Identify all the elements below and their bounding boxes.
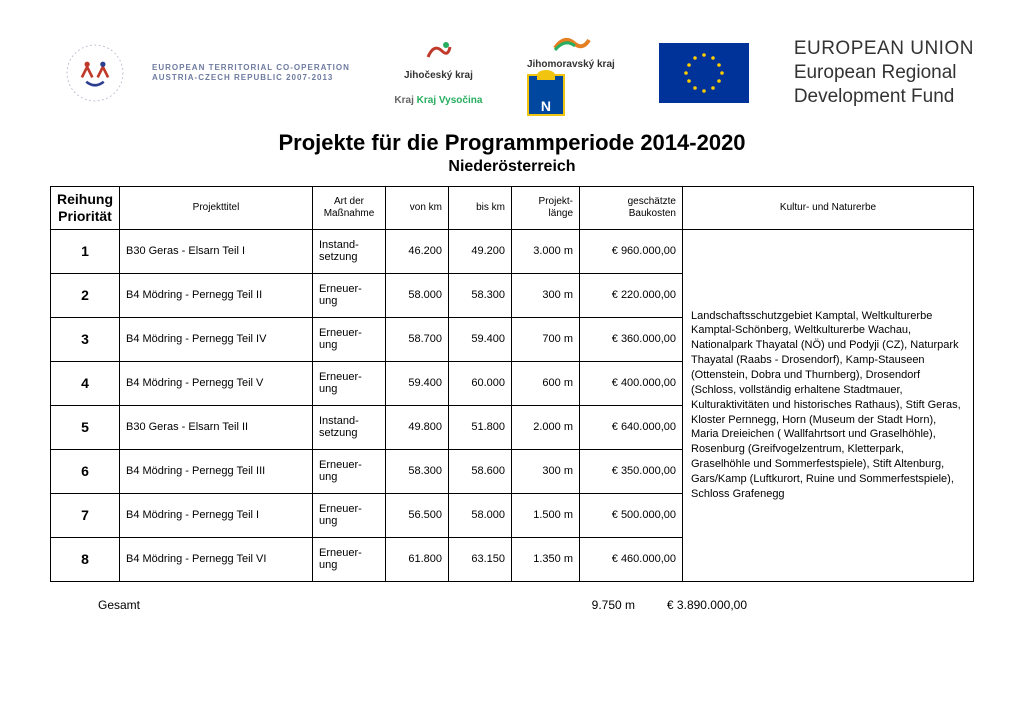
coop-logo-block: EUROPEAN TERRITORIAL CO-OPERATION AUSTRI… <box>50 38 350 108</box>
eu-text-block: EUROPEAN UNION European Regional Develop… <box>794 37 974 108</box>
table-header-row: Reihung Priorität Projekttitel Art der M… <box>51 187 974 230</box>
projects-table: Reihung Priorität Projekttitel Art der M… <box>50 186 974 582</box>
cell-art: Erneuer-ung <box>313 361 386 405</box>
cell-title: B30 Geras - Elsarn Teil I <box>120 229 313 273</box>
cell-bis: 58.000 <box>449 493 512 537</box>
cell-art: Erneuer-ung <box>313 493 386 537</box>
cell-title: B4 Mödring - Pernegg Teil IV <box>120 317 313 361</box>
cell-von: 58.300 <box>386 449 449 493</box>
header-logo-row: EUROPEAN TERRITORIAL CO-OPERATION AUSTRI… <box>50 30 974 116</box>
cell-len: 1.350 m <box>512 537 580 581</box>
cell-len: 3.000 m <box>512 229 580 273</box>
cell-title: B4 Mödring - Pernegg Teil VI <box>120 537 313 581</box>
cell-von: 58.700 <box>386 317 449 361</box>
cell-title: B4 Mödring - Pernegg Teil V <box>120 361 313 405</box>
vysocina-label: Kraj Kraj Vysočina <box>394 95 482 106</box>
jihomoravsky-label: Jihomoravský kraj <box>527 59 615 70</box>
totals-row: Gesamt 9.750 m € 3.890.000,00 <box>50 582 974 626</box>
totals-len: 9.750 m <box>514 582 641 626</box>
th-project: Projekttitel <box>120 187 313 230</box>
table-body: 1B30 Geras - Elsarn Teil IInstand-setzun… <box>51 229 974 581</box>
cell-cost: € 640.000,00 <box>580 405 683 449</box>
th-rank: Reihung Priorität <box>51 187 120 230</box>
cell-bis: 60.000 <box>449 361 512 405</box>
cell-cost: € 360.000,00 <box>580 317 683 361</box>
cell-art: Erneuer-ung <box>313 449 386 493</box>
cell-len: 300 m <box>512 449 580 493</box>
cell-cost: € 500.000,00 <box>580 493 683 537</box>
eu-line3: Development Fund <box>794 85 974 109</box>
cell-art: Erneuer-ung <box>313 273 386 317</box>
cell-bis: 51.800 <box>449 405 512 449</box>
cell-cost: € 350.000,00 <box>580 449 683 493</box>
cell-len: 2.000 m <box>512 405 580 449</box>
cell-von: 59.400 <box>386 361 449 405</box>
cell-title: B4 Mödring - Pernegg Teil II <box>120 273 313 317</box>
cell-bis: 59.400 <box>449 317 512 361</box>
totals-cost: € 3.890.000,00 <box>641 582 753 626</box>
cell-von: 46.200 <box>386 229 449 273</box>
coop-circle-logo-icon <box>50 38 140 108</box>
jihomoravsky-block: Jihomoravský kraj N <box>527 30 615 116</box>
cell-bis: 58.600 <box>449 449 512 493</box>
eu-line2: European Regional <box>794 61 974 85</box>
coop-text-line1: EUROPEAN TERRITORIAL CO-OPERATION <box>152 63 350 73</box>
cell-art: Instand-setzung <box>313 229 386 273</box>
cell-von: 56.500 <box>386 493 449 537</box>
cell-bis: 58.300 <box>449 273 512 317</box>
cell-rank: 8 <box>51 537 120 581</box>
totals-label: Gesamt <box>50 582 514 626</box>
cell-len: 600 m <box>512 361 580 405</box>
eu-flag-icon <box>659 43 749 103</box>
cell-title: B30 Geras - Elsarn Teil II <box>120 405 313 449</box>
th-cost: geschätzte Baukosten <box>580 187 683 230</box>
cell-rank: 7 <box>51 493 120 537</box>
cell-cost: € 400.000,00 <box>580 361 683 405</box>
cell-cost: € 960.000,00 <box>580 229 683 273</box>
cell-title: B4 Mödring - Pernegg Teil I <box>120 493 313 537</box>
cell-cost: € 220.000,00 <box>580 273 683 317</box>
page-subtitle: Niederösterreich <box>50 158 974 176</box>
cell-culture: Landschaftsschutzgebiet Kamptal, Weltkul… <box>683 229 974 581</box>
n-badge-icon: N <box>527 74 565 116</box>
cell-art: Erneuer-ung <box>313 317 386 361</box>
cell-rank: 1 <box>51 229 120 273</box>
cell-rank: 6 <box>51 449 120 493</box>
coop-text-line2: AUSTRIA-CZECH REPUBLIC 2007-2013 <box>152 73 350 83</box>
cell-len: 700 m <box>512 317 580 361</box>
coop-program-text: EUROPEAN TERRITORIAL CO-OPERATION AUSTRI… <box>152 63 350 84</box>
th-bis: bis km <box>449 187 512 230</box>
cell-art: Instand-setzung <box>313 405 386 449</box>
cell-rank: 3 <box>51 317 120 361</box>
cell-von: 61.800 <box>386 537 449 581</box>
th-culture: Kultur- und Naturerbe <box>683 187 974 230</box>
jihocesky-label: Jihočeský kraj <box>404 70 473 81</box>
cell-title: B4 Mödring - Pernegg Teil III <box>120 449 313 493</box>
cell-rank: 4 <box>51 361 120 405</box>
cell-rank: 5 <box>51 405 120 449</box>
cell-von: 49.800 <box>386 405 449 449</box>
jihocesky-block: Jihočeský kraj Kraj Kraj Vysočina <box>394 41 482 106</box>
cell-bis: 63.150 <box>449 537 512 581</box>
cell-len: 1.500 m <box>512 493 580 537</box>
jihomoravsky-icon <box>551 30 591 54</box>
cell-art: Erneuer-ung <box>313 537 386 581</box>
cell-von: 58.000 <box>386 273 449 317</box>
th-von: von km <box>386 187 449 230</box>
cell-len: 300 m <box>512 273 580 317</box>
th-len: Projekt-länge <box>512 187 580 230</box>
table-row: 1B30 Geras - Elsarn Teil IInstand-setzun… <box>51 229 974 273</box>
eu-line1: EUROPEAN UNION <box>794 37 974 61</box>
cell-rank: 2 <box>51 273 120 317</box>
cell-bis: 49.200 <box>449 229 512 273</box>
jihocesky-icon <box>424 41 452 66</box>
th-art: Art der Maßnahme <box>313 187 386 230</box>
cell-cost: € 460.000,00 <box>580 537 683 581</box>
page-title: Projekte für die Programmperiode 2014-20… <box>50 130 974 156</box>
